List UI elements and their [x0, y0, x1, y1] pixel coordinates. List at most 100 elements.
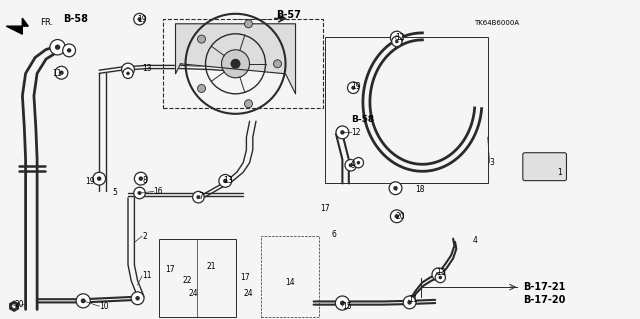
- Circle shape: [196, 195, 200, 199]
- FancyBboxPatch shape: [523, 153, 566, 181]
- Circle shape: [356, 161, 360, 165]
- Text: 20: 20: [14, 300, 24, 309]
- Circle shape: [436, 272, 441, 277]
- Circle shape: [392, 36, 402, 47]
- Text: 11: 11: [142, 271, 152, 280]
- Text: 13: 13: [223, 176, 232, 185]
- Text: 16: 16: [154, 187, 163, 196]
- Text: B-17-21: B-17-21: [524, 282, 566, 292]
- Text: 20: 20: [396, 212, 405, 221]
- Bar: [163, 19, 323, 108]
- Circle shape: [138, 191, 141, 195]
- Circle shape: [122, 63, 134, 76]
- Text: 22: 22: [182, 276, 192, 285]
- Circle shape: [50, 40, 65, 55]
- Circle shape: [438, 276, 442, 279]
- Circle shape: [131, 292, 144, 305]
- Circle shape: [125, 67, 131, 72]
- Circle shape: [55, 45, 60, 50]
- Circle shape: [348, 82, 359, 93]
- Polygon shape: [175, 24, 296, 94]
- Text: 17: 17: [320, 204, 330, 213]
- Circle shape: [193, 191, 204, 203]
- Bar: [261, 236, 319, 317]
- Text: 12: 12: [396, 33, 405, 42]
- Text: 3: 3: [490, 158, 495, 167]
- Text: 12: 12: [351, 128, 360, 137]
- Circle shape: [244, 100, 253, 108]
- Circle shape: [93, 172, 106, 185]
- Circle shape: [55, 66, 68, 79]
- Text: 18: 18: [415, 185, 424, 194]
- Circle shape: [336, 126, 349, 139]
- Circle shape: [273, 60, 282, 68]
- Circle shape: [351, 86, 355, 90]
- Text: 19: 19: [351, 82, 360, 91]
- Circle shape: [221, 50, 250, 78]
- Text: 9: 9: [351, 161, 356, 170]
- Circle shape: [394, 35, 399, 40]
- Text: 11: 11: [52, 69, 62, 78]
- Text: 14: 14: [285, 278, 294, 287]
- Text: 13: 13: [436, 268, 446, 277]
- Circle shape: [198, 85, 205, 93]
- Text: FR.: FR.: [40, 19, 53, 27]
- Circle shape: [223, 179, 228, 183]
- Circle shape: [335, 296, 349, 310]
- Circle shape: [244, 20, 253, 28]
- Circle shape: [138, 17, 141, 21]
- Circle shape: [139, 176, 143, 181]
- Circle shape: [219, 174, 232, 187]
- Bar: [325, 37, 488, 183]
- Circle shape: [123, 68, 133, 78]
- Text: B-58: B-58: [63, 14, 88, 24]
- Circle shape: [63, 44, 76, 57]
- Text: 24: 24: [189, 289, 198, 298]
- Circle shape: [390, 31, 403, 44]
- Circle shape: [340, 130, 345, 135]
- Text: B-17-20: B-17-20: [524, 295, 566, 305]
- Circle shape: [136, 296, 140, 300]
- Circle shape: [435, 272, 445, 283]
- Bar: [159, 239, 236, 317]
- Text: 5: 5: [112, 189, 117, 197]
- Text: 21: 21: [206, 262, 216, 271]
- Text: 7: 7: [198, 192, 204, 201]
- Circle shape: [345, 160, 356, 171]
- Text: 17: 17: [165, 265, 175, 274]
- Circle shape: [393, 186, 398, 190]
- Text: 2: 2: [142, 232, 147, 241]
- Text: 19: 19: [138, 15, 147, 24]
- Circle shape: [134, 172, 147, 185]
- Text: 24: 24: [243, 289, 253, 298]
- Circle shape: [134, 187, 145, 199]
- Polygon shape: [10, 301, 19, 311]
- Circle shape: [390, 210, 403, 223]
- Text: B-57: B-57: [276, 10, 301, 20]
- Circle shape: [403, 296, 416, 309]
- Circle shape: [76, 294, 90, 308]
- Text: 11: 11: [408, 295, 418, 304]
- Text: 6: 6: [332, 230, 337, 239]
- Circle shape: [340, 300, 345, 306]
- Text: 4: 4: [472, 236, 477, 245]
- Circle shape: [126, 71, 130, 75]
- Text: 8: 8: [142, 176, 147, 185]
- Circle shape: [389, 182, 402, 195]
- Circle shape: [395, 40, 399, 43]
- Circle shape: [97, 176, 101, 181]
- Text: B-58: B-58: [351, 115, 374, 124]
- Circle shape: [12, 304, 17, 308]
- Text: TK64B6000A: TK64B6000A: [474, 20, 519, 26]
- Circle shape: [394, 214, 399, 219]
- Circle shape: [349, 163, 353, 167]
- Circle shape: [67, 48, 72, 53]
- Polygon shape: [6, 18, 28, 34]
- Circle shape: [230, 59, 241, 69]
- Text: 15: 15: [342, 302, 352, 311]
- Circle shape: [81, 298, 86, 303]
- Circle shape: [59, 70, 64, 75]
- Circle shape: [134, 13, 145, 25]
- Text: 10: 10: [99, 302, 109, 311]
- Text: 1: 1: [557, 168, 561, 177]
